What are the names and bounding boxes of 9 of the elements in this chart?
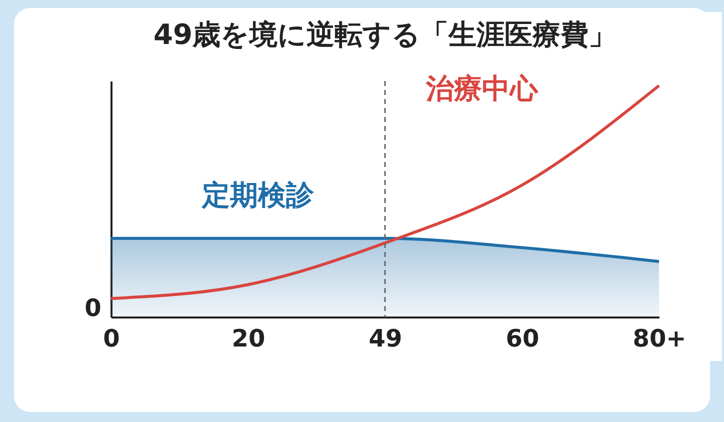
x-tick-label: 0 xyxy=(103,324,120,352)
series-label: 定期検診 xyxy=(201,178,315,212)
x-tick-label: 80+ xyxy=(632,324,686,352)
x-tick-label: 60 xyxy=(506,324,540,352)
text: 治療中心 xyxy=(425,72,539,106)
chart-title: 49歳を境に逆転する「生涯医療費」 xyxy=(154,18,616,52)
x-tick-label: 49 xyxy=(368,324,402,352)
x-tick-label: 20 xyxy=(232,324,266,352)
text: 0 xyxy=(84,294,102,322)
